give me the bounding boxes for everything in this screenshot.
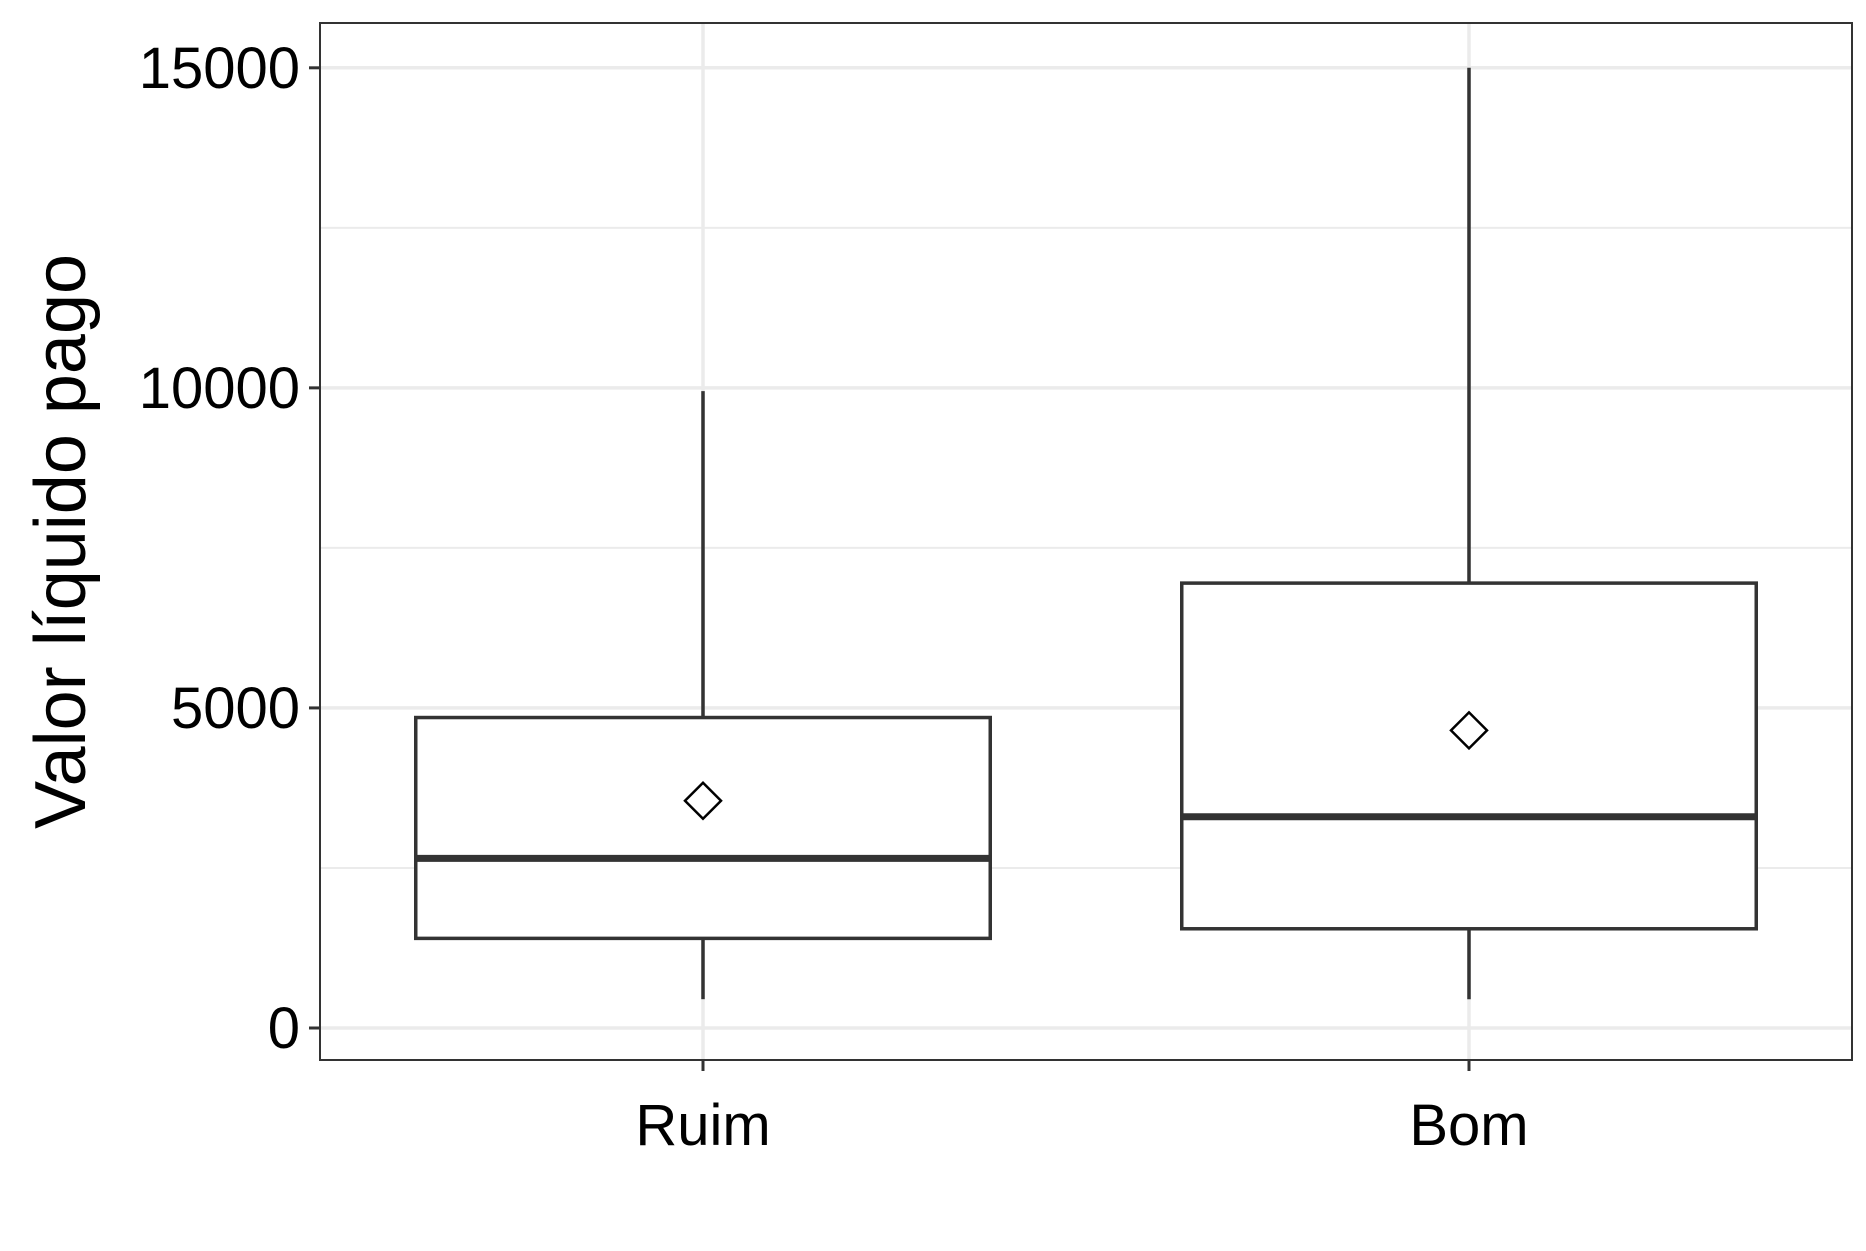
iqr-box bbox=[414, 715, 992, 941]
y-axis: 0 5000 10000 15000 bbox=[139, 36, 320, 1061]
mean-marker bbox=[1449, 710, 1489, 751]
y-tick-label: 15000 bbox=[139, 36, 300, 101]
x-tick-label: Bom bbox=[1409, 1093, 1528, 1158]
box-ruim bbox=[414, 391, 992, 1000]
iqr-box bbox=[1180, 581, 1758, 931]
y-axis-title: Valor líquido pago bbox=[21, 254, 101, 829]
y-tick-label: 10000 bbox=[139, 356, 300, 421]
plot-panel-border bbox=[319, 22, 1853, 1061]
x-axis: Ruim Bom bbox=[635, 1060, 1529, 1158]
box-bom bbox=[1180, 67, 1758, 1000]
boxes-layer bbox=[414, 67, 1758, 1000]
x-tick-label: Ruim bbox=[635, 1093, 770, 1158]
y-tick-label: 0 bbox=[268, 996, 300, 1061]
mean-marker bbox=[683, 780, 723, 821]
y-tick-label: 5000 bbox=[171, 676, 300, 741]
